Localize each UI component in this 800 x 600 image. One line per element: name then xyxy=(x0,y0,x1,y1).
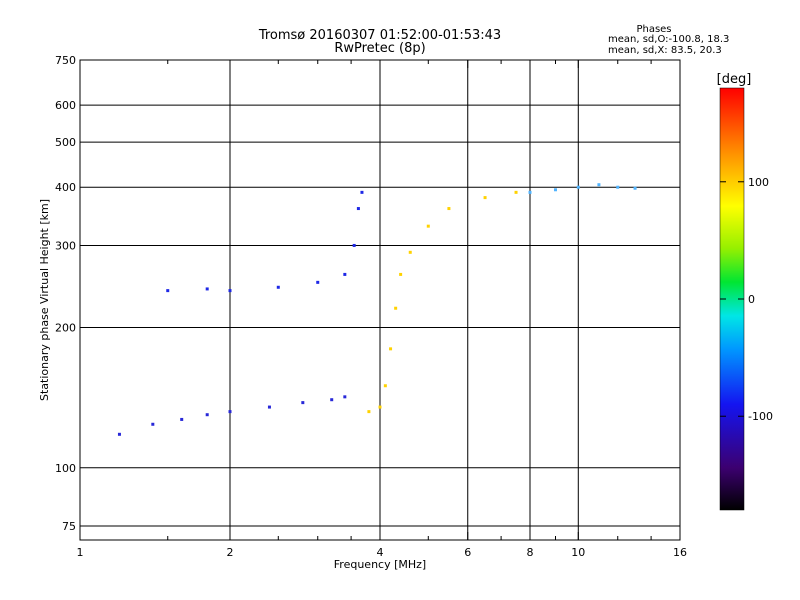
x-tick-label: 1 xyxy=(77,546,84,559)
x-tick-label: 8 xyxy=(527,546,534,559)
data-point xyxy=(166,289,170,293)
chart-subtitle: RwPretec (8p) xyxy=(334,41,425,56)
data-point xyxy=(117,432,121,436)
data-point xyxy=(367,410,371,414)
x-tick-label: 2 xyxy=(227,546,234,559)
x-tick-label: 10 xyxy=(571,546,585,559)
phases-header: Phases xyxy=(636,24,671,35)
x-axis-label: Frequency [MHz] xyxy=(334,558,426,571)
data-point xyxy=(576,185,580,189)
y-tick-label: 300 xyxy=(55,239,76,252)
data-point xyxy=(228,289,232,293)
data-point xyxy=(483,196,487,200)
axis-ticks: 1 2 4 6 8 10 16 75 100 200 300 400 500 600 750 xyxy=(55,54,687,559)
colorbar-tick-label: 0 xyxy=(748,293,755,306)
data-point xyxy=(205,413,209,417)
chart-title: Tromsø 20160307 01:52:00-01:53:43 xyxy=(258,28,501,43)
data-point xyxy=(426,224,430,228)
data-point xyxy=(180,417,184,421)
data-point xyxy=(205,287,209,291)
data-point xyxy=(447,207,451,211)
y-tick-label: 600 xyxy=(55,99,76,112)
data-point xyxy=(352,243,356,247)
data-point xyxy=(394,306,398,310)
data-point xyxy=(399,272,403,276)
y-tick-label: 750 xyxy=(55,54,76,67)
x-tick-label: 16 xyxy=(673,546,687,559)
data-point xyxy=(276,285,280,289)
data-point xyxy=(330,398,334,402)
data-point xyxy=(514,190,518,194)
data-point xyxy=(633,186,637,190)
data-point xyxy=(616,185,620,189)
data-point xyxy=(301,401,305,405)
data-point xyxy=(597,183,601,187)
y-axis-label: Stationary phase Virtual Height [km] xyxy=(38,199,51,401)
data-point xyxy=(383,384,387,388)
data-point xyxy=(408,250,412,254)
phases-x-stats: mean, sd,X: 83.5, 20.3 xyxy=(608,45,722,56)
data-point xyxy=(316,280,320,284)
colorbar-tick-label: 100 xyxy=(748,176,769,189)
data-point xyxy=(378,405,382,409)
data-point xyxy=(343,272,347,276)
x-tick-label: 4 xyxy=(377,546,384,559)
data-point xyxy=(389,347,393,351)
data-point xyxy=(343,395,347,399)
data-points xyxy=(117,183,637,436)
data-point xyxy=(267,405,271,409)
y-tick-label: 100 xyxy=(55,462,76,475)
data-point xyxy=(228,410,232,414)
data-point xyxy=(151,422,155,426)
data-point xyxy=(553,188,557,192)
colorbar-unit: [deg] xyxy=(717,72,752,87)
plot-area: 1 2 4 6 8 10 16 75 100 200 300 400 500 600 750 xyxy=(55,54,687,559)
colorbar-tick-label: -100 xyxy=(748,410,773,423)
y-tick-label: 400 xyxy=(55,181,76,194)
grid-lines xyxy=(80,59,680,540)
phases-o-stats: mean, sd,O:-100.8, 18.3 xyxy=(608,34,729,45)
data-point xyxy=(360,190,364,194)
data-point xyxy=(528,190,532,194)
data-point xyxy=(356,207,360,211)
colorbar-ticks: -100 0 100 xyxy=(720,176,773,423)
x-tick-label: 6 xyxy=(464,546,471,559)
y-tick-label: 75 xyxy=(62,520,76,533)
y-tick-label: 500 xyxy=(55,136,76,149)
y-tick-label: 200 xyxy=(55,322,76,335)
